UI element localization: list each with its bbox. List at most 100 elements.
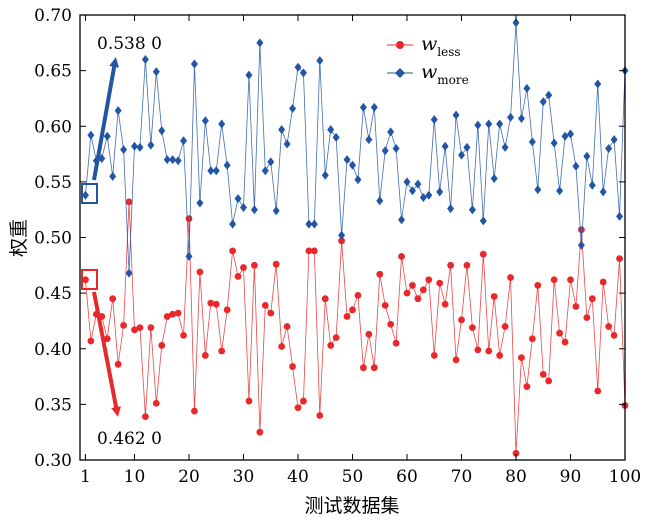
data-point-more <box>125 268 133 278</box>
legend-entry-more: wmore <box>387 61 469 87</box>
legend-entry-less: wless <box>387 33 461 59</box>
data-point-more <box>583 151 591 161</box>
data-point-less <box>594 387 602 395</box>
data-point-more <box>425 190 433 200</box>
data-point-less <box>267 309 275 317</box>
data-point-less <box>578 226 585 234</box>
data-point-more <box>572 161 580 171</box>
data-point-less <box>561 338 569 346</box>
data-point-more <box>332 132 340 142</box>
data-point-more <box>419 192 427 202</box>
x-tick-label: 50 <box>342 467 364 487</box>
data-point-more <box>577 240 585 250</box>
data-point-less <box>289 363 296 370</box>
series-layer <box>81 18 629 457</box>
data-point-more <box>550 138 558 148</box>
data-point-less <box>103 335 111 343</box>
arrow-less <box>92 291 121 417</box>
data-point-more <box>201 116 209 126</box>
data-point-more <box>163 155 171 165</box>
data-point-more <box>114 106 122 116</box>
data-point-less <box>550 276 558 284</box>
data-point-more <box>343 155 351 165</box>
data-point-more <box>267 157 275 167</box>
data-point-more <box>120 145 128 155</box>
data-point-more <box>414 179 422 189</box>
data-point-less <box>332 334 340 342</box>
data-point-less <box>147 324 155 332</box>
data-point-more <box>245 70 253 80</box>
data-point-less <box>501 323 509 330</box>
data-point-more <box>212 166 220 176</box>
series-less <box>82 198 629 457</box>
x-tick-label: 10 <box>124 467 146 487</box>
data-point-less <box>196 268 204 276</box>
legend-label-more: w <box>421 61 437 83</box>
data-point-more <box>131 141 138 151</box>
data-point-more <box>240 202 247 212</box>
data-point-more <box>229 219 237 229</box>
data-point-less <box>616 255 623 263</box>
x-axis-title: 测试数据集 <box>304 495 399 517</box>
legend: wless wmore <box>387 33 469 87</box>
data-point-less <box>490 293 498 300</box>
data-point-less <box>458 316 465 324</box>
data-point-more <box>289 103 297 113</box>
data-point-more <box>349 160 356 170</box>
data-point-less <box>572 303 580 310</box>
data-point-less <box>256 428 264 436</box>
data-point-more <box>430 115 438 125</box>
data-point-less <box>218 347 226 355</box>
x-tick-label: 40 <box>287 467 309 487</box>
data-point-more <box>376 196 384 206</box>
data-point-less <box>610 332 618 339</box>
data-point-more <box>528 137 536 147</box>
x-tick-label: 100 <box>609 467 641 487</box>
data-point-more <box>207 166 215 176</box>
data-point-less <box>300 397 307 405</box>
data-point-less <box>436 279 444 287</box>
highlight-box-less <box>81 269 98 290</box>
data-point-more <box>523 83 531 93</box>
data-point-less <box>392 339 400 347</box>
data-point-more <box>463 142 471 152</box>
svg-text:wmore: wmore <box>421 61 469 87</box>
data-point-more <box>610 135 618 145</box>
data-point-less <box>414 295 422 303</box>
data-point-more <box>81 190 89 200</box>
data-point-less <box>370 364 378 372</box>
data-point-more <box>169 155 177 165</box>
data-point-less <box>251 261 258 269</box>
data-point-less <box>212 300 220 308</box>
data-point-more <box>278 125 286 135</box>
data-point-more <box>354 175 362 185</box>
data-point-more <box>517 113 525 123</box>
data-point-more <box>338 230 346 240</box>
data-point-less <box>185 215 193 222</box>
svg-text:wless: wless <box>421 33 461 59</box>
data-point-less <box>294 404 302 412</box>
data-point-more <box>398 215 406 225</box>
data-point-more <box>616 211 624 221</box>
data-point-less <box>316 412 324 419</box>
data-point-less <box>338 237 345 245</box>
data-point-less <box>201 352 209 359</box>
data-point-more <box>234 194 242 204</box>
data-point-less <box>567 276 574 284</box>
data-point-less <box>523 383 531 390</box>
legend-marker-more <box>395 68 405 78</box>
data-point-less <box>125 198 133 206</box>
data-point-less <box>343 313 351 320</box>
data-point-less <box>534 281 542 289</box>
highlight-annotations: 0.538 0 0.462 0 <box>81 34 162 449</box>
data-point-more <box>365 135 373 145</box>
data-point-less <box>223 306 231 314</box>
y-tick-label: 0.65 <box>34 62 72 82</box>
data-point-more <box>556 186 564 196</box>
x-tick-label: 30 <box>233 467 255 487</box>
annotation-more: 0.538 0 <box>97 34 162 54</box>
data-point-more <box>190 59 198 69</box>
data-point-less <box>381 301 389 309</box>
data-point-more <box>392 144 400 153</box>
